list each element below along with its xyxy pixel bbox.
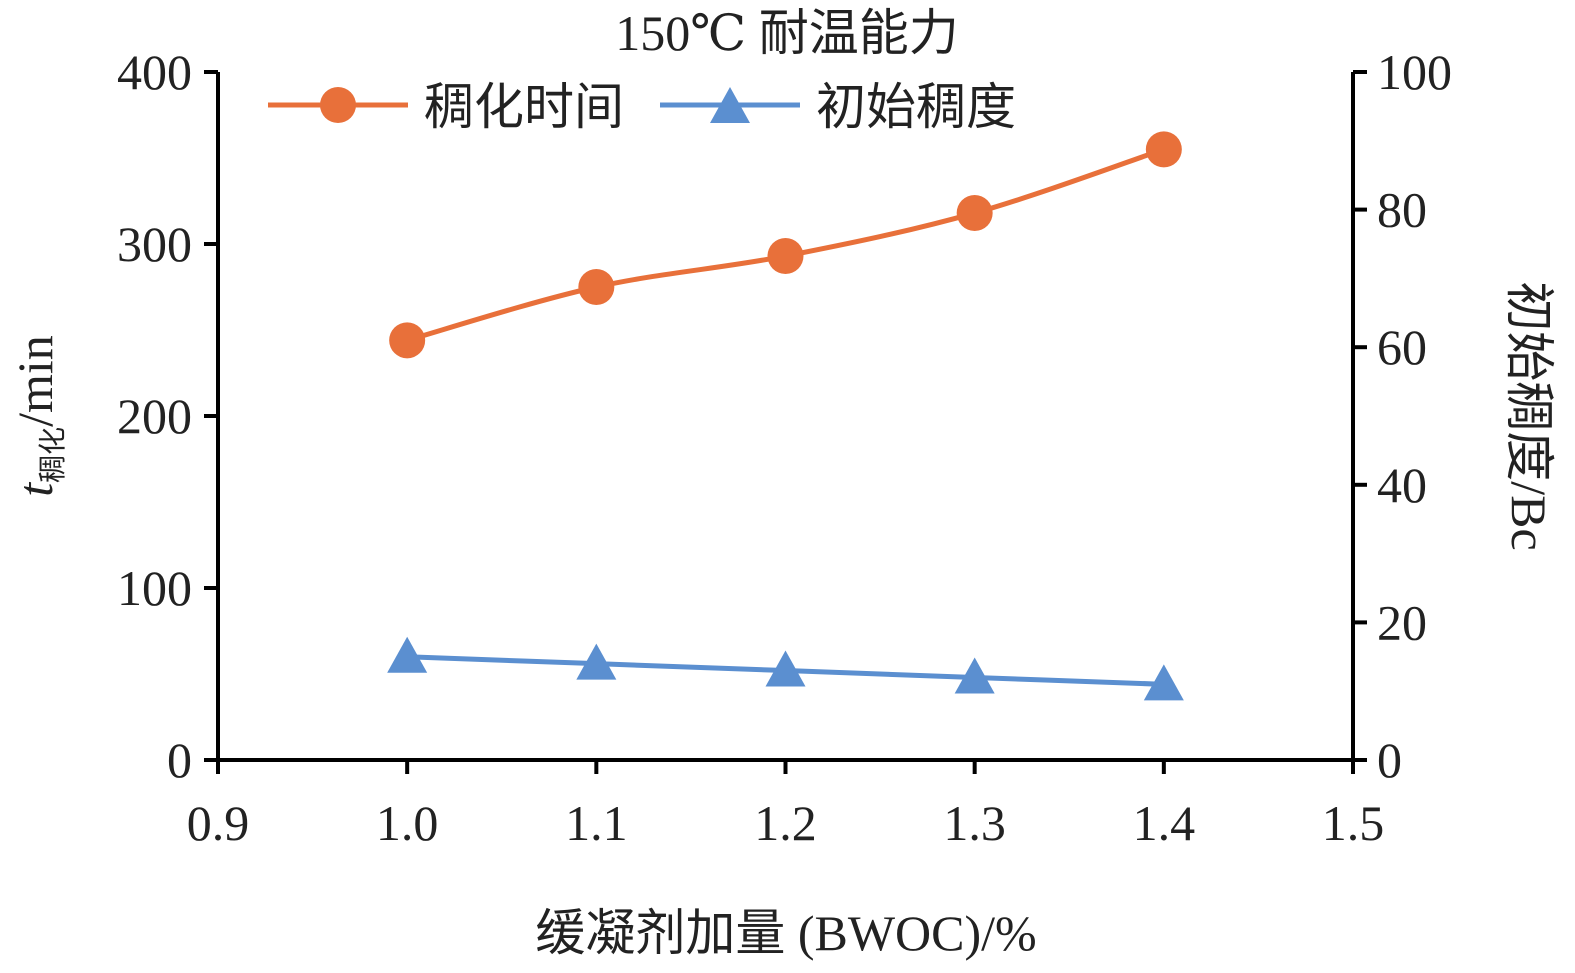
chart-title: 150℃ 耐温能力 <box>615 5 958 61</box>
left-y-axis-title-subscript: 稠化 <box>36 427 69 483</box>
left-y-tick-labels: 0 100 200 300 400 <box>117 44 218 788</box>
x-tick-label: 1.3 <box>943 795 1006 851</box>
x-tick-label: 0.9 <box>187 795 250 851</box>
data-point-circle <box>956 195 993 232</box>
left-y-axis-title-unit: /min <box>7 335 63 427</box>
data-point-circle <box>767 238 804 275</box>
series-2 <box>387 636 1184 701</box>
data-point-circle <box>389 322 426 359</box>
y2-tick-label: 40 <box>1377 457 1427 513</box>
x-tick-label: 1.2 <box>754 795 817 851</box>
y2-tick-label: 0 <box>1377 732 1402 788</box>
legend-marker-circle <box>320 87 356 123</box>
x-tick-label: 1.5 <box>1322 795 1385 851</box>
legend: 稠化时间 初始稠度 <box>268 79 1016 135</box>
x-tick-label: 1.4 <box>1133 795 1196 851</box>
data-point-circle <box>578 269 615 305</box>
left-y-axis-title-main: t <box>7 482 63 497</box>
right-y-tick-labels: 0 20 40 60 80 100 <box>1353 44 1452 788</box>
x-tick-labels: 0.9 1.0 1.1 1.2 1.3 1.4 1.5 <box>187 760 1385 851</box>
legend-label-series-1: 稠化时间 <box>424 79 624 135</box>
legend-item-series-2: 初始稠度 <box>660 79 1016 135</box>
data-point-triangle <box>954 657 995 694</box>
data-point-triangle <box>387 636 428 673</box>
y-tick-label: 0 <box>167 732 192 788</box>
series-layer <box>387 131 1184 701</box>
legend-marker-triangle <box>710 87 750 123</box>
data-point-circle <box>1145 131 1182 168</box>
left-y-axis-title: t稠化/min <box>7 335 69 497</box>
y-tick-label: 300 <box>117 216 192 272</box>
data-point-triangle <box>765 650 806 687</box>
series-1 <box>389 131 1182 359</box>
y2-tick-label: 60 <box>1377 319 1427 375</box>
y2-tick-label: 80 <box>1377 182 1427 238</box>
x-axis-title: 缓凝剂加量 (BWOC)/% <box>535 905 1036 961</box>
right-y-axis-title: 初始稠度/Bc <box>1501 281 1557 550</box>
x-tick-label: 1.0 <box>376 795 439 851</box>
y-tick-label: 200 <box>117 388 192 444</box>
x-tick-label: 1.1 <box>565 795 628 851</box>
legend-label-series-2: 初始稠度 <box>816 79 1016 135</box>
y2-tick-label: 20 <box>1377 594 1427 650</box>
y-tick-label: 100 <box>117 560 192 616</box>
legend-item-series-1: 稠化时间 <box>268 79 624 135</box>
data-point-triangle <box>1143 664 1184 701</box>
y2-tick-label: 100 <box>1377 44 1452 100</box>
y-tick-label: 400 <box>117 44 192 100</box>
data-point-triangle <box>576 643 617 680</box>
